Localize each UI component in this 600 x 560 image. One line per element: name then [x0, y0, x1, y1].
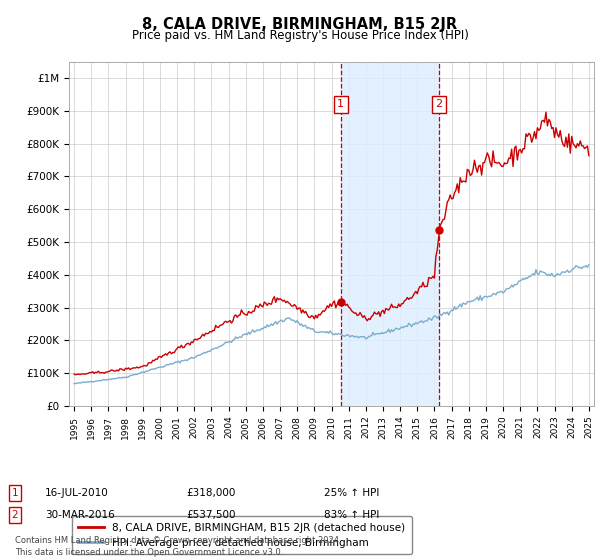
Text: 30-MAR-2016: 30-MAR-2016 [45, 510, 115, 520]
Text: 83% ↑ HPI: 83% ↑ HPI [324, 510, 379, 520]
Text: 8, CALA DRIVE, BIRMINGHAM, B15 2JR: 8, CALA DRIVE, BIRMINGHAM, B15 2JR [142, 17, 458, 32]
Text: Price paid vs. HM Land Registry's House Price Index (HPI): Price paid vs. HM Land Registry's House … [131, 29, 469, 42]
Text: 16-JUL-2010: 16-JUL-2010 [45, 488, 109, 498]
Legend: 8, CALA DRIVE, BIRMINGHAM, B15 2JR (detached house), HPI: Average price, detache: 8, CALA DRIVE, BIRMINGHAM, B15 2JR (deta… [71, 516, 412, 554]
Text: 2: 2 [435, 99, 442, 109]
Text: £537,500: £537,500 [186, 510, 235, 520]
Text: 1: 1 [337, 99, 344, 109]
Text: This data is licensed under the Open Government Licence v3.0.: This data is licensed under the Open Gov… [15, 548, 283, 557]
Text: 1: 1 [11, 488, 19, 498]
Text: 2: 2 [11, 510, 19, 520]
Text: Contains HM Land Registry data © Crown copyright and database right 2024.: Contains HM Land Registry data © Crown c… [15, 536, 341, 545]
Text: 25% ↑ HPI: 25% ↑ HPI [324, 488, 379, 498]
Bar [341, 62, 439, 406]
Text: £318,000: £318,000 [186, 488, 235, 498]
